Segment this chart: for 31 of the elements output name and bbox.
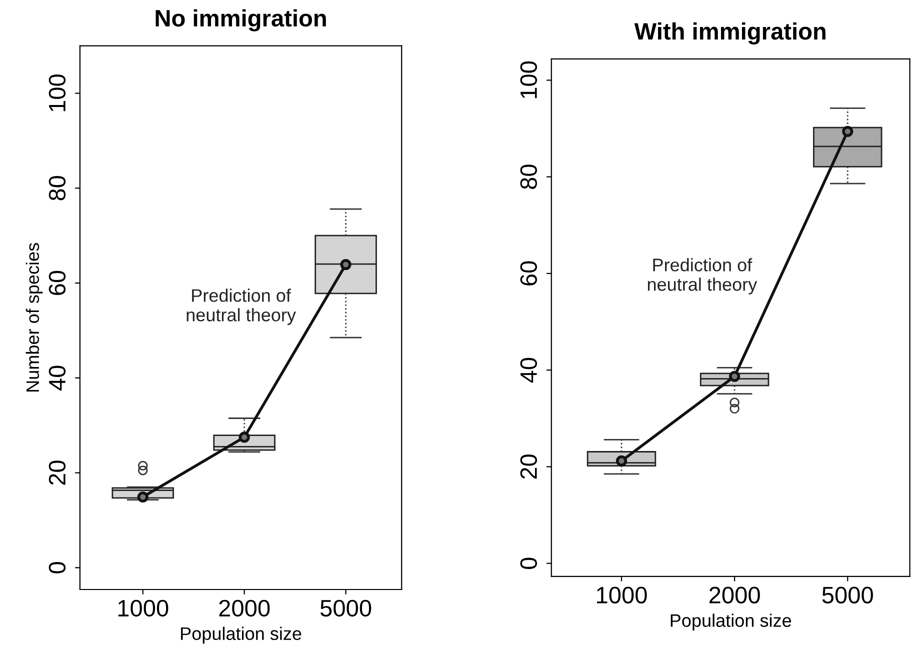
y-tick-label: 40 xyxy=(48,366,66,391)
y-tick-label: 80 xyxy=(520,164,538,189)
y-tick-label: 60 xyxy=(520,261,538,286)
point xyxy=(729,370,740,382)
x-tick-label: 5000 xyxy=(822,586,873,604)
point xyxy=(842,126,854,137)
x-tick-label: 2000 xyxy=(219,600,270,617)
annotation: Prediction of neutral theory xyxy=(186,288,296,325)
y-axis-title: Number of species xyxy=(26,243,43,392)
point xyxy=(340,258,352,270)
y-tick-label: 0 xyxy=(48,562,66,574)
x-tick-label: 1000 xyxy=(597,586,647,604)
y-tick-label: 60 xyxy=(48,270,66,295)
point xyxy=(137,491,148,503)
x-axis-title: Population size xyxy=(181,626,302,644)
x-axis-title: Population size xyxy=(670,614,792,631)
y-tick-label: 40 xyxy=(520,358,538,383)
y-tick-label: 20 xyxy=(48,460,66,485)
x-tick-label: 5000 xyxy=(320,600,372,617)
annotation: Prediction of neutral theory xyxy=(648,258,758,294)
y-tick-label: 100 xyxy=(48,74,66,112)
y-tick-label: 100 xyxy=(520,61,538,98)
chart-title: With immigration xyxy=(634,22,826,45)
chart-title: No immigration xyxy=(156,9,326,32)
y-tick-label: 80 xyxy=(48,176,66,200)
x-tick-label: 1000 xyxy=(118,600,168,617)
y-tick-label: 20 xyxy=(520,454,538,479)
point xyxy=(616,455,628,466)
x-tick-label: 2000 xyxy=(709,586,760,604)
y-tick-label: 0 xyxy=(520,558,538,569)
point xyxy=(238,432,250,443)
